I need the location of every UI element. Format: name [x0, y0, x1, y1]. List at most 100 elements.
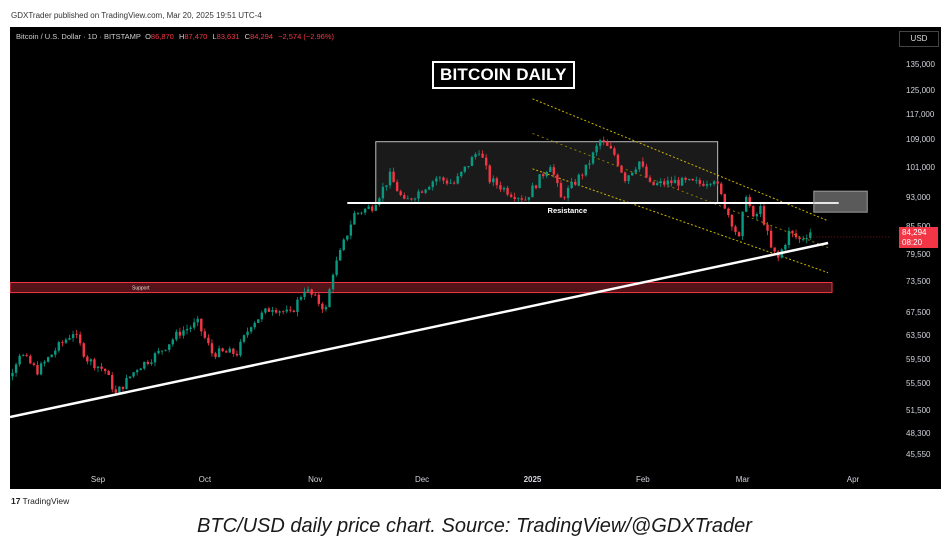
- candle-body: [228, 348, 231, 353]
- candle-body: [509, 194, 513, 197]
- candle-body: [214, 353, 217, 358]
- low-value: 83,631: [216, 32, 240, 41]
- candle-body: [794, 233, 798, 238]
- candle-body: [609, 145, 613, 149]
- candle-body: [253, 322, 256, 328]
- candle-body: [57, 342, 61, 351]
- candle-body: [22, 355, 25, 356]
- candle-body: [563, 197, 566, 199]
- candle-body: [324, 307, 328, 310]
- candle-body: [207, 337, 210, 344]
- candle-body: [474, 154, 477, 158]
- candle-body: [648, 177, 652, 182]
- candle-body: [506, 187, 509, 195]
- candle-body: [442, 177, 445, 181]
- candle-body: [388, 171, 392, 186]
- candle-body: [673, 179, 677, 184]
- candle-body: [50, 354, 53, 358]
- candle-body: [798, 237, 801, 240]
- candle-body: [321, 303, 324, 310]
- candle-body: [549, 167, 552, 172]
- candle-body: [103, 368, 107, 372]
- symbol-name: Bitcoin / U.S. Dollar · 1D · BITSTAMP: [16, 32, 141, 41]
- last-price-value: 84,294: [902, 228, 927, 237]
- candle-body: [431, 181, 434, 188]
- candle-body: [428, 187, 431, 190]
- candle-body: [75, 334, 78, 336]
- candle-body: [264, 308, 267, 313]
- candle-body: [627, 175, 630, 181]
- candle-body: [784, 244, 787, 250]
- candle-body: [267, 308, 271, 312]
- candle-body: [787, 230, 791, 245]
- candle-body: [310, 289, 313, 295]
- candle-body: [314, 294, 317, 296]
- candle-body: [748, 197, 751, 206]
- candle-body: [381, 186, 385, 199]
- candle-body: [620, 165, 623, 173]
- candle-body: [791, 230, 794, 234]
- candle-body: [260, 312, 264, 320]
- candle-body: [744, 197, 748, 212]
- candle-body: [96, 366, 100, 368]
- candle-body: [638, 161, 641, 170]
- y-tick-label: 63,500: [906, 331, 931, 340]
- candle-body: [374, 204, 377, 211]
- candle-body: [534, 185, 538, 189]
- candle-body: [128, 376, 132, 378]
- candle-body: [39, 363, 43, 375]
- candle-body: [317, 294, 321, 304]
- candle-body: [192, 322, 196, 328]
- candle-body: [417, 191, 420, 199]
- x-tick-label: Oct: [199, 475, 212, 484]
- price-chart[interactable]: 135,000 125,000 117,000 109,000 101,000 93,00…: [10, 27, 941, 489]
- candle-body: [235, 353, 239, 356]
- candle-body: [606, 141, 609, 146]
- candle-body: [210, 343, 214, 354]
- candle-body: [78, 334, 82, 344]
- candle-body: [392, 171, 395, 183]
- candle-body: [385, 185, 388, 187]
- candle-body: [225, 351, 228, 353]
- candle-body: [687, 178, 691, 180]
- candle-body: [712, 181, 716, 184]
- candle-body: [595, 145, 598, 153]
- candle-body: [399, 191, 402, 196]
- candle-body: [217, 348, 221, 358]
- currency-button[interactable]: USD: [899, 31, 939, 47]
- candle-body: [755, 214, 759, 217]
- candle-body: [46, 357, 50, 362]
- y-tick-label: 55,500: [906, 379, 931, 388]
- candle-body: [574, 181, 577, 185]
- candle-body: [200, 318, 203, 332]
- x-tick-label: 2025: [524, 475, 542, 484]
- candle-body: [29, 355, 32, 364]
- candle-body: [538, 174, 541, 189]
- y-tick-label: 48,300: [906, 429, 931, 438]
- candle-body: [470, 157, 474, 167]
- y-tick-label: 59,500: [906, 355, 931, 364]
- y-tick-label: 79,500: [906, 250, 931, 259]
- candle-body: [107, 371, 110, 376]
- candle-body: [346, 235, 349, 240]
- chart-panel[interactable]: 135,000 125,000 117,000 109,000 101,000 93,00…: [10, 27, 941, 489]
- candle-body: [111, 375, 114, 390]
- candle-body: [502, 187, 506, 190]
- candle-body: [189, 327, 192, 329]
- tradingview-logo[interactable]: 17 TradingView: [11, 496, 69, 506]
- candle-body: [246, 331, 249, 336]
- published-note: GDXTrader published on TradingView.com, …: [11, 11, 262, 20]
- candle-body: [203, 331, 207, 338]
- candle-body: [182, 330, 185, 336]
- candle-body: [524, 199, 527, 201]
- candle-body: [452, 182, 456, 184]
- candle-body: [403, 195, 406, 199]
- candle-body: [566, 188, 570, 198]
- candle-body: [420, 191, 424, 193]
- symbol-legend[interactable]: Bitcoin / U.S. Dollar · 1D · BITSTAMP O8…: [16, 32, 337, 41]
- candle-body: [484, 157, 488, 166]
- candle-body: [698, 180, 702, 184]
- candle-body: [157, 350, 160, 354]
- candle-body: [118, 386, 121, 393]
- candle-body: [349, 224, 353, 236]
